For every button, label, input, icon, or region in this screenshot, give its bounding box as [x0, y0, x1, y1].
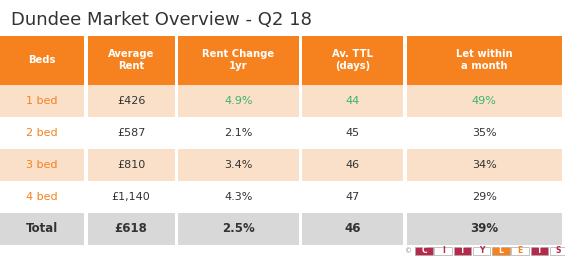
Text: 34%: 34%	[472, 160, 497, 170]
Bar	[0, 36, 84, 85]
Bar	[407, 149, 562, 181]
Text: 45: 45	[346, 128, 360, 138]
Bar	[407, 181, 562, 213]
Bar	[511, 246, 529, 255]
Bar	[550, 246, 565, 255]
Bar	[492, 246, 510, 255]
Bar	[88, 181, 175, 213]
Text: Let within
a month: Let within a month	[456, 49, 512, 71]
Bar	[178, 117, 299, 149]
Bar	[178, 213, 299, 245]
Text: 49%: 49%	[472, 96, 497, 106]
Text: 4.9%: 4.9%	[224, 96, 253, 106]
Text: £587: £587	[117, 128, 145, 138]
Text: 35%: 35%	[472, 128, 497, 138]
Text: S: S	[556, 246, 561, 255]
Text: 44: 44	[346, 96, 360, 106]
Text: L: L	[498, 246, 503, 255]
Bar	[454, 246, 471, 255]
Bar	[88, 213, 175, 245]
Bar	[407, 213, 562, 245]
Bar	[407, 36, 562, 85]
Text: I: I	[442, 246, 445, 255]
Bar	[0, 85, 84, 117]
Bar	[88, 36, 175, 85]
Bar	[0, 149, 84, 181]
Text: T: T	[537, 246, 542, 255]
Bar	[178, 85, 299, 117]
Bar	[88, 149, 175, 181]
Text: £810: £810	[117, 160, 145, 170]
Bar	[302, 181, 403, 213]
Bar	[178, 149, 299, 181]
Text: Rent Change
1yr: Rent Change 1yr	[202, 49, 275, 71]
Text: 29%: 29%	[472, 192, 497, 202]
Bar	[415, 246, 433, 255]
Text: Beds: Beds	[28, 55, 56, 65]
Text: C: C	[421, 246, 427, 255]
Bar	[302, 149, 403, 181]
Text: £618: £618	[115, 222, 147, 235]
Text: 3.4%: 3.4%	[224, 160, 253, 170]
Text: Y: Y	[479, 246, 484, 255]
Text: 4.3%: 4.3%	[224, 192, 253, 202]
Bar	[178, 36, 299, 85]
Bar	[407, 117, 562, 149]
Text: Dundee Market Overview - Q2 18: Dundee Market Overview - Q2 18	[11, 11, 312, 29]
Text: 47: 47	[346, 192, 360, 202]
Bar	[473, 246, 490, 255]
Text: 4 bed: 4 bed	[27, 192, 58, 202]
Bar	[178, 181, 299, 213]
Bar	[302, 213, 403, 245]
Bar	[531, 246, 548, 255]
Text: 1 bed: 1 bed	[27, 96, 58, 106]
Bar	[302, 117, 403, 149]
Text: 46: 46	[346, 160, 360, 170]
Text: E: E	[518, 246, 523, 255]
Text: Av. TTL
(days): Av. TTL (days)	[332, 49, 373, 71]
Text: 2.5%: 2.5%	[222, 222, 255, 235]
Text: Average
Rent: Average Rent	[108, 49, 154, 71]
Text: £426: £426	[117, 96, 145, 106]
Text: 46: 46	[345, 222, 361, 235]
Bar	[88, 85, 175, 117]
Text: 2 bed: 2 bed	[27, 128, 58, 138]
Bar	[0, 117, 84, 149]
Bar	[302, 36, 403, 85]
Text: 2.1%: 2.1%	[224, 128, 253, 138]
Bar	[407, 85, 562, 117]
Text: Total: Total	[26, 222, 58, 235]
Text: ©: ©	[405, 248, 412, 254]
Bar	[434, 246, 452, 255]
Text: T: T	[460, 246, 465, 255]
Text: 39%: 39%	[470, 222, 498, 235]
Bar	[302, 85, 403, 117]
Bar	[88, 117, 175, 149]
Bar	[0, 213, 84, 245]
Text: 3 bed: 3 bed	[27, 160, 58, 170]
Bar	[0, 181, 84, 213]
Text: £1,140: £1,140	[112, 192, 150, 202]
